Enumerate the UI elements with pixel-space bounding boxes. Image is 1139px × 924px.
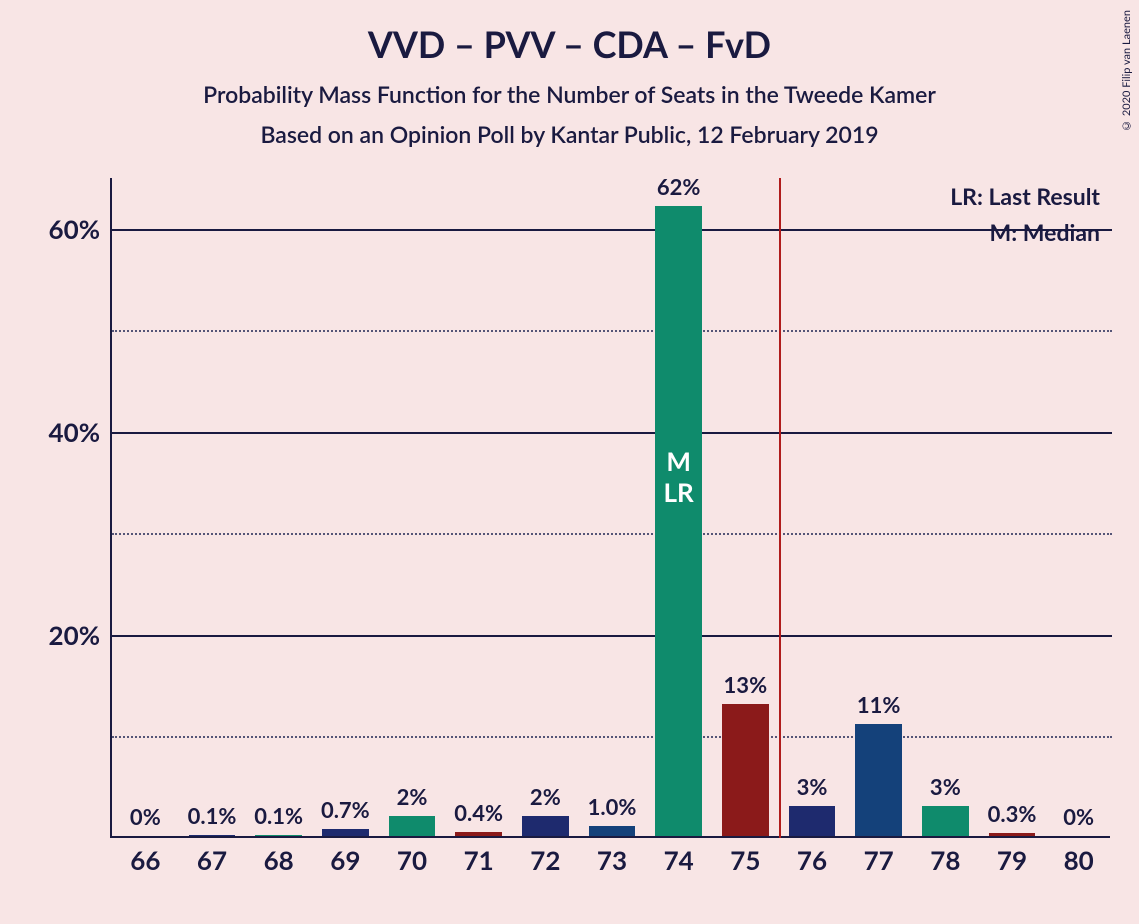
bar-value-label: 2% xyxy=(397,783,428,810)
legend-lr: LR: Last Result xyxy=(950,182,1100,210)
bar xyxy=(322,829,369,836)
chart-subtitle-2: Based on an Opinion Poll by Kantar Publi… xyxy=(0,120,1139,148)
bar xyxy=(655,206,702,836)
bar-value-label: 0.3% xyxy=(988,800,1037,827)
xtick-label: 75 xyxy=(730,844,760,876)
bar-value-label: 0.1% xyxy=(254,802,303,829)
copyright-text: © 2020 Filip van Laenen xyxy=(1120,10,1133,132)
bar-value-label: 0.7% xyxy=(321,796,370,823)
bar xyxy=(789,806,836,836)
bar xyxy=(855,724,902,836)
grid-major xyxy=(112,432,1112,434)
bar xyxy=(989,833,1036,836)
bar-value-label: 3% xyxy=(797,773,828,800)
xtick-label: 77 xyxy=(864,844,894,876)
bar xyxy=(522,816,569,836)
xtick-label: 73 xyxy=(597,844,627,876)
bar xyxy=(389,816,436,836)
ytick-label: 20% xyxy=(10,619,100,651)
xtick-label: 74 xyxy=(664,844,694,876)
bar-value-label: 0.1% xyxy=(188,802,237,829)
xtick-label: 79 xyxy=(997,844,1027,876)
bar-value-label: 0.4% xyxy=(454,799,503,826)
chart-subtitle-1: Probability Mass Function for the Number… xyxy=(0,80,1139,108)
bar-value-label: 2% xyxy=(530,783,561,810)
median-marker: M xyxy=(664,446,694,477)
ytick-label: 60% xyxy=(10,213,100,245)
xtick-label: 71 xyxy=(464,844,494,876)
grid-major xyxy=(112,229,1112,231)
xtick-label: 66 xyxy=(130,844,160,876)
legend-m: M: Median xyxy=(950,218,1100,246)
bar xyxy=(922,806,969,836)
plot-area: LR: Last Result M: Median 0%660.1%670.1%… xyxy=(110,178,1110,838)
grid-minor xyxy=(112,330,1112,332)
bar xyxy=(189,835,236,836)
legend: LR: Last Result M: Median xyxy=(950,182,1100,254)
bar xyxy=(722,704,769,836)
bar xyxy=(589,826,636,836)
xtick-label: 76 xyxy=(797,844,827,876)
bar-value-label: 62% xyxy=(657,173,701,200)
bar-value-label: 3% xyxy=(930,773,961,800)
bar-value-label: 0% xyxy=(1063,803,1094,830)
bar xyxy=(255,835,302,836)
xtick-label: 78 xyxy=(930,844,960,876)
xtick-label: 68 xyxy=(264,844,294,876)
chart-title: VVD – PVV – CDA – FvD xyxy=(0,0,1139,66)
ytick-label: 40% xyxy=(10,416,100,448)
xtick-label: 70 xyxy=(397,844,427,876)
xtick-label: 72 xyxy=(530,844,560,876)
bar-value-label: 1.0% xyxy=(588,793,637,820)
majority-line xyxy=(779,178,781,838)
xtick-label: 80 xyxy=(1064,844,1094,876)
bar-value-label: 0% xyxy=(130,803,161,830)
median-lr-annotation: MLR xyxy=(664,446,694,508)
plot-wrapper: LR: Last Result M: Median 0%660.1%670.1%… xyxy=(110,178,1110,838)
grid-major xyxy=(112,635,1112,637)
bar-value-label: 13% xyxy=(724,671,768,698)
xtick-label: 69 xyxy=(330,844,360,876)
xtick-label: 67 xyxy=(197,844,227,876)
grid-minor xyxy=(112,736,1112,738)
bar-value-label: 11% xyxy=(857,691,901,718)
grid-minor xyxy=(112,533,1112,535)
last-result-marker: LR xyxy=(664,477,694,508)
bar xyxy=(455,832,502,836)
